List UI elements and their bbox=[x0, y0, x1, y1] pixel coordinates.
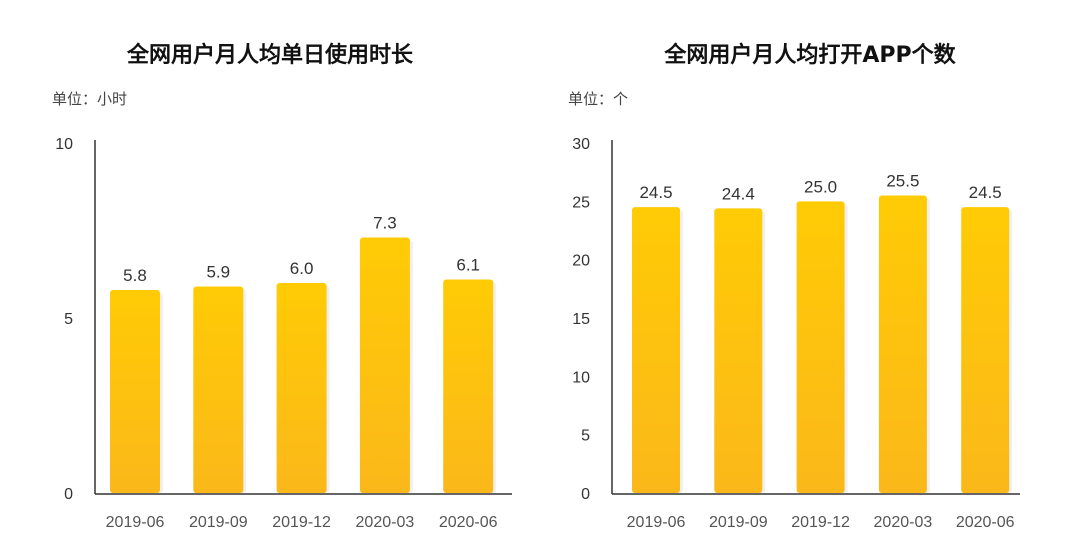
x-tick-label: 2020-06 bbox=[956, 514, 1015, 531]
bar bbox=[961, 207, 1010, 493]
data-label: 6.1 bbox=[456, 256, 480, 275]
bar bbox=[359, 237, 410, 493]
data-label: 24.5 bbox=[969, 183, 1002, 202]
x-tick-label: 2020-03 bbox=[874, 514, 933, 531]
y-tick-label: 30 bbox=[572, 136, 590, 153]
chart-title: 全网用户月人均打开APP个数 bbox=[663, 42, 956, 68]
unit-label: 单位：小时 bbox=[52, 90, 127, 108]
chart-title: 全网用户月人均单日使用时长 bbox=[126, 42, 414, 68]
chart-daily-usage-hours: 全网用户月人均单日使用时长 单位：小时 0 5 10 5.8 2019-06 5.9 201… bbox=[52, 42, 512, 531]
x-tick-label: 2019-12 bbox=[272, 514, 331, 531]
x-tick-label: 2020-03 bbox=[356, 514, 415, 531]
bar bbox=[443, 279, 494, 493]
data-label: 6.0 bbox=[290, 259, 314, 278]
y-tick-label: 10 bbox=[572, 369, 590, 386]
data-label: 5.8 bbox=[123, 266, 147, 285]
bar bbox=[632, 207, 680, 493]
data-label: 25.0 bbox=[804, 177, 837, 196]
x-tick-label: 2019-12 bbox=[791, 514, 850, 531]
y-tick-label: 10 bbox=[55, 136, 73, 153]
y-tick-label: 5 bbox=[64, 311, 73, 328]
unit-label: 单位：个 bbox=[568, 90, 628, 108]
bar bbox=[714, 208, 763, 494]
data-label: 25.5 bbox=[886, 172, 919, 191]
data-label: 24.5 bbox=[639, 183, 672, 202]
y-tick-label: 25 bbox=[572, 194, 590, 211]
bar bbox=[878, 195, 927, 493]
data-label: 5.9 bbox=[206, 263, 230, 282]
x-tick-label: 2019-06 bbox=[106, 514, 165, 531]
x-tick-label: 2019-09 bbox=[189, 514, 248, 531]
data-label: 24.4 bbox=[722, 184, 755, 203]
x-tick-label: 2020-06 bbox=[439, 514, 498, 531]
y-tick-label: 5 bbox=[581, 428, 590, 445]
x-tick-label: 2019-06 bbox=[627, 514, 686, 531]
y-tick-label: 0 bbox=[64, 486, 73, 503]
data-label: 7.3 bbox=[373, 214, 397, 233]
y-tick-label: 15 bbox=[572, 311, 590, 328]
chart-apps-opened: 全网用户月人均打开APP个数 单位：个 0 5 10 15 20 25 30 24.5 2019… bbox=[568, 42, 1020, 531]
bar bbox=[796, 201, 845, 494]
x-tick-label: 2019-09 bbox=[709, 514, 768, 531]
bar bbox=[193, 286, 244, 493]
y-tick-label: 0 bbox=[581, 486, 590, 503]
bar bbox=[276, 283, 327, 493]
bar bbox=[110, 290, 160, 493]
y-tick-label: 20 bbox=[572, 253, 590, 270]
